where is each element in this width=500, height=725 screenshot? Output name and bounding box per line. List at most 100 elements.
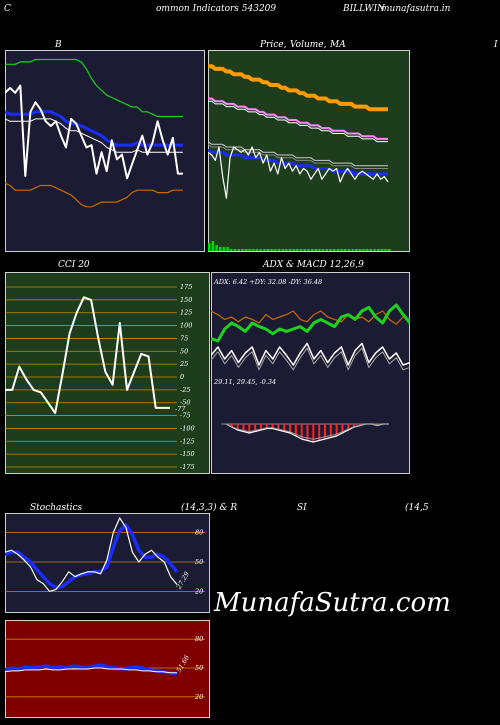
volume-bar — [226, 247, 229, 251]
header-site: munafasutra.in — [381, 4, 451, 14]
watermark: MunafaSutra.com — [214, 588, 451, 618]
adx-macd-chart: ADX: 6.42 +DY: 32.08 -DY: 36.48 29.11, 29… — [211, 272, 410, 474]
volume-bar — [321, 249, 325, 251]
cci-tick-label: -25 — [180, 386, 190, 394]
macd-signal-line — [225, 423, 389, 440]
stoch-title: Stochastics — [30, 503, 83, 513]
cci-tick-label: -125 — [180, 437, 195, 445]
volume-bar — [252, 249, 255, 251]
stoch-tick-label: 50 — [195, 558, 203, 566]
volume-bar — [388, 249, 391, 251]
header-left-letter: C — [4, 4, 11, 14]
stoch-params: (14,3,3) & R — [181, 503, 238, 513]
volume-bar — [248, 249, 251, 251]
stoch-white-line — [5, 517, 178, 593]
volume-bar — [314, 249, 317, 251]
cci-tick-label: 125 — [180, 309, 192, 317]
header-title: ommon Indicators 543209 — [156, 4, 277, 14]
volume-bar — [310, 249, 314, 251]
volume-bar — [222, 247, 226, 251]
cci-tick-label: 75 — [180, 334, 188, 342]
volume-bar — [351, 249, 354, 251]
volume-bar — [373, 249, 376, 251]
cci-tick-label: 175 — [180, 283, 192, 291]
stoch-tick-label: 80 — [195, 529, 203, 537]
volume-bar — [377, 249, 380, 251]
volume-bar — [285, 249, 288, 251]
volume-bar — [347, 249, 351, 251]
adx-macd-title: ADX & MACD 12,26,9 — [263, 260, 364, 270]
cci-tick-label: -175 — [180, 463, 195, 471]
price-volume-chart — [208, 50, 410, 252]
cci-title: CCI 20 — [58, 260, 90, 270]
price-ma-grey-line — [208, 141, 388, 167]
volume-bar — [208, 243, 211, 251]
volume-bar — [329, 249, 332, 251]
cci-tick-label: -75 — [180, 412, 190, 420]
macd-label: 29.11, 29.45, -0.34 — [213, 378, 276, 386]
volume-bar — [211, 241, 215, 251]
bollinger-orange-line — [5, 182, 183, 208]
bollinger-price-line — [5, 84, 183, 180]
cci-line — [5, 296, 170, 414]
rsi-tick-label: 80 — [195, 635, 203, 643]
rsi-blue-line — [5, 663, 178, 676]
rsi-params: (14,5 — [405, 503, 429, 513]
volume-bar — [237, 249, 240, 251]
volume-bar — [215, 245, 218, 251]
volume-bar — [384, 249, 387, 251]
header-symbol: BILLWIN — [343, 4, 386, 14]
adx-white-line — [211, 342, 410, 366]
rsi-tick-label: 20 — [194, 693, 203, 701]
volume-bar — [241, 249, 244, 251]
cci-tick-label: 25 — [179, 360, 188, 368]
cci-frame — [5, 272, 210, 474]
rsi-title: SI — [297, 503, 307, 513]
volume-bar — [325, 249, 329, 251]
adx-orange-line — [211, 310, 410, 325]
volume-bar — [336, 249, 340, 251]
volume-bar — [343, 249, 347, 251]
adx-green-line — [211, 303, 410, 343]
volume-bar — [230, 249, 233, 251]
rsi-tick-label: 50 — [195, 664, 203, 672]
stoch-tick-label: 20 — [194, 587, 203, 595]
volume-title: Volume, — [290, 40, 327, 50]
volume-bar — [307, 249, 310, 251]
bollinger-blue-band-upper — [5, 110, 183, 147]
volume-bar — [380, 249, 384, 251]
volume-bar — [233, 249, 237, 251]
bollinger-chart — [5, 50, 205, 252]
volume-bar — [255, 249, 259, 251]
volume-bar — [332, 249, 336, 251]
volume-bar — [358, 249, 362, 251]
adx-grey-line — [211, 347, 410, 371]
price-title: Price, — [260, 40, 287, 50]
volume-bar — [362, 249, 365, 251]
volume-bar — [296, 249, 299, 251]
volume-bar — [354, 249, 358, 251]
cci-tick-label: -100 — [180, 424, 195, 432]
adx-frame — [211, 272, 410, 474]
price-ma-white-line — [208, 100, 388, 143]
volume-bar — [366, 249, 369, 251]
price-line — [208, 146, 389, 199]
volume-bar — [340, 249, 343, 251]
adx-legend: ADX: 6.42 +DY: 32.08 -DY: 36.48 — [213, 278, 322, 286]
volume-bar — [288, 249, 292, 251]
bollinger-frame — [5, 50, 205, 252]
bollinger-title: B — [55, 40, 62, 50]
cci-last-value: -77 — [175, 405, 186, 413]
volume-bar — [299, 249, 303, 251]
volume-bar — [263, 249, 266, 251]
cci-tick-label: -150 — [180, 450, 195, 458]
header-right-letter: I — [494, 40, 498, 50]
price-ma-pink-line — [208, 97, 388, 140]
volume-bar — [270, 249, 273, 251]
volume-bar — [277, 249, 281, 251]
volume-bar — [244, 249, 248, 251]
cci-chart: 175 150 125 100 75 50 25 0 -25 -50 -75 -100 -125 -150… — [5, 272, 210, 474]
